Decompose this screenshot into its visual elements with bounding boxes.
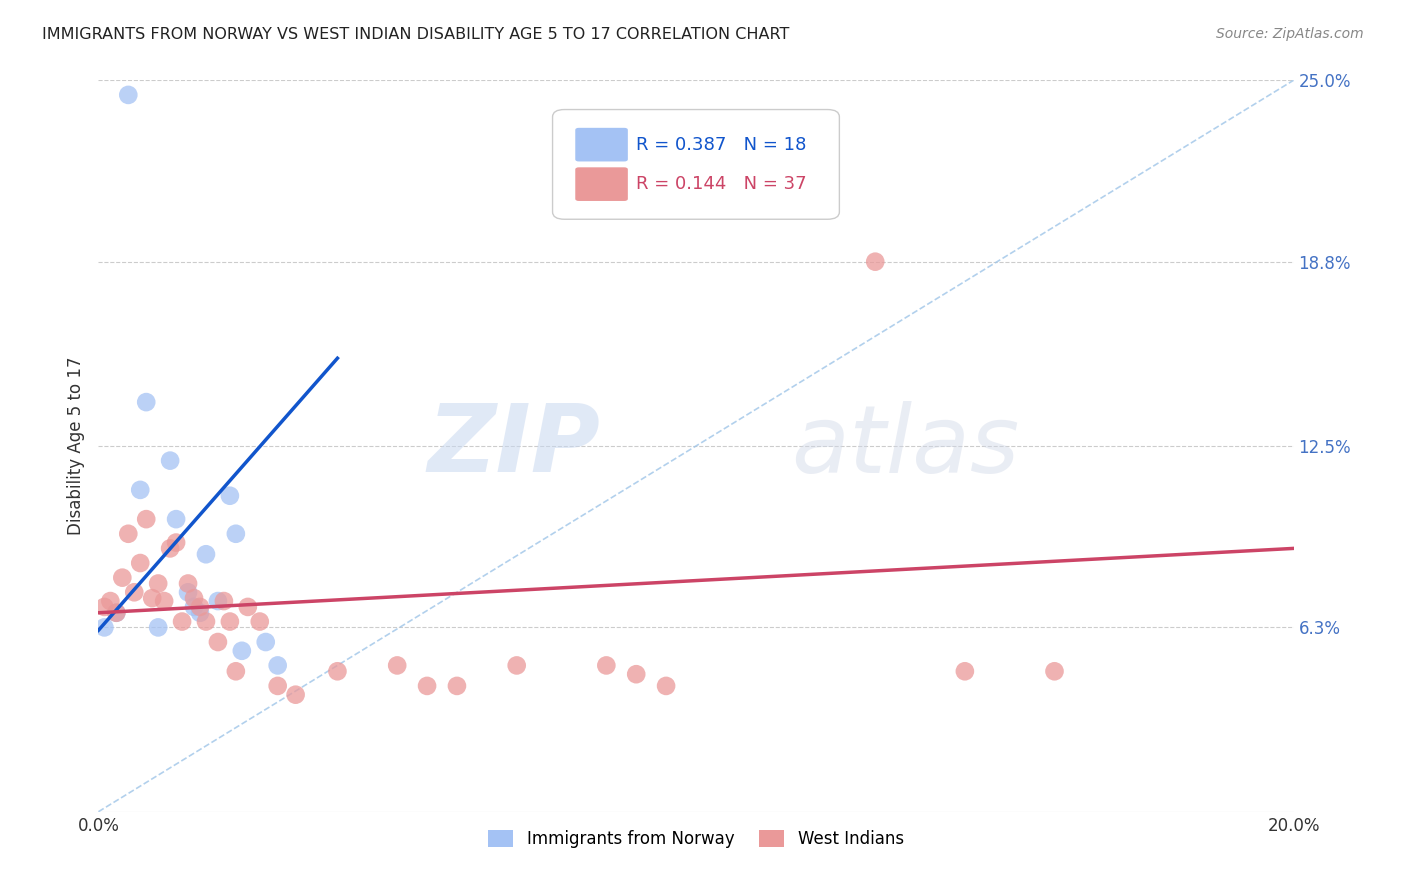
- Point: [183, 599, 205, 614]
- Text: atlas: atlas: [792, 401, 1019, 491]
- Point: [249, 615, 271, 629]
- Y-axis label: Disability Age 5 to 17: Disability Age 5 to 17: [66, 357, 84, 535]
- Point: [124, 585, 146, 599]
- Text: IMMIGRANTS FROM NORWAY VS WEST INDIAN DISABILITY AGE 5 TO 17 CORRELATION CHART: IMMIGRANTS FROM NORWAY VS WEST INDIAN DI…: [42, 27, 790, 42]
- Point: [225, 665, 247, 679]
- Point: [177, 576, 200, 591]
- Point: [655, 679, 678, 693]
- Point: [195, 615, 218, 629]
- Point: [267, 679, 290, 693]
- Point: [105, 606, 128, 620]
- Text: Source: ZipAtlas.com: Source: ZipAtlas.com: [1216, 27, 1364, 41]
- Point: [326, 665, 349, 679]
- Point: [446, 679, 468, 693]
- Point: [148, 620, 170, 634]
- Point: [284, 688, 307, 702]
- Point: [129, 483, 152, 497]
- Point: [595, 658, 617, 673]
- Text: ZIP: ZIP: [427, 400, 600, 492]
- Point: [183, 591, 205, 606]
- Point: [207, 594, 229, 608]
- Point: [231, 644, 253, 658]
- Point: [236, 599, 259, 614]
- Legend: Immigrants from Norway, West Indians: Immigrants from Norway, West Indians: [482, 823, 910, 855]
- Point: [135, 512, 157, 526]
- Point: [159, 541, 181, 556]
- Point: [129, 556, 152, 570]
- Point: [1043, 665, 1066, 679]
- Point: [165, 535, 187, 549]
- Point: [953, 665, 976, 679]
- Point: [506, 658, 529, 673]
- Point: [172, 615, 194, 629]
- Point: [195, 547, 218, 561]
- Point: [141, 591, 163, 606]
- Point: [188, 599, 211, 614]
- Point: [177, 585, 200, 599]
- Point: [207, 635, 229, 649]
- Point: [135, 395, 157, 409]
- Point: [212, 594, 235, 608]
- Point: [111, 571, 134, 585]
- Point: [159, 453, 181, 467]
- Point: [93, 620, 115, 634]
- Point: [219, 615, 242, 629]
- Point: [219, 489, 242, 503]
- FancyBboxPatch shape: [575, 128, 628, 161]
- Point: [626, 667, 648, 681]
- Point: [865, 254, 887, 268]
- Point: [225, 526, 247, 541]
- Point: [416, 679, 439, 693]
- Point: [148, 576, 170, 591]
- Point: [188, 606, 211, 620]
- Point: [165, 512, 187, 526]
- Point: [117, 87, 139, 102]
- FancyBboxPatch shape: [575, 168, 628, 201]
- FancyBboxPatch shape: [553, 110, 839, 219]
- Point: [117, 526, 139, 541]
- Text: R = 0.144   N = 37: R = 0.144 N = 37: [637, 175, 807, 194]
- Text: R = 0.387   N = 18: R = 0.387 N = 18: [637, 136, 807, 153]
- Point: [98, 594, 122, 608]
- Point: [93, 599, 115, 614]
- Point: [105, 606, 128, 620]
- Point: [267, 658, 290, 673]
- Point: [153, 594, 176, 608]
- Point: [254, 635, 277, 649]
- Point: [385, 658, 409, 673]
